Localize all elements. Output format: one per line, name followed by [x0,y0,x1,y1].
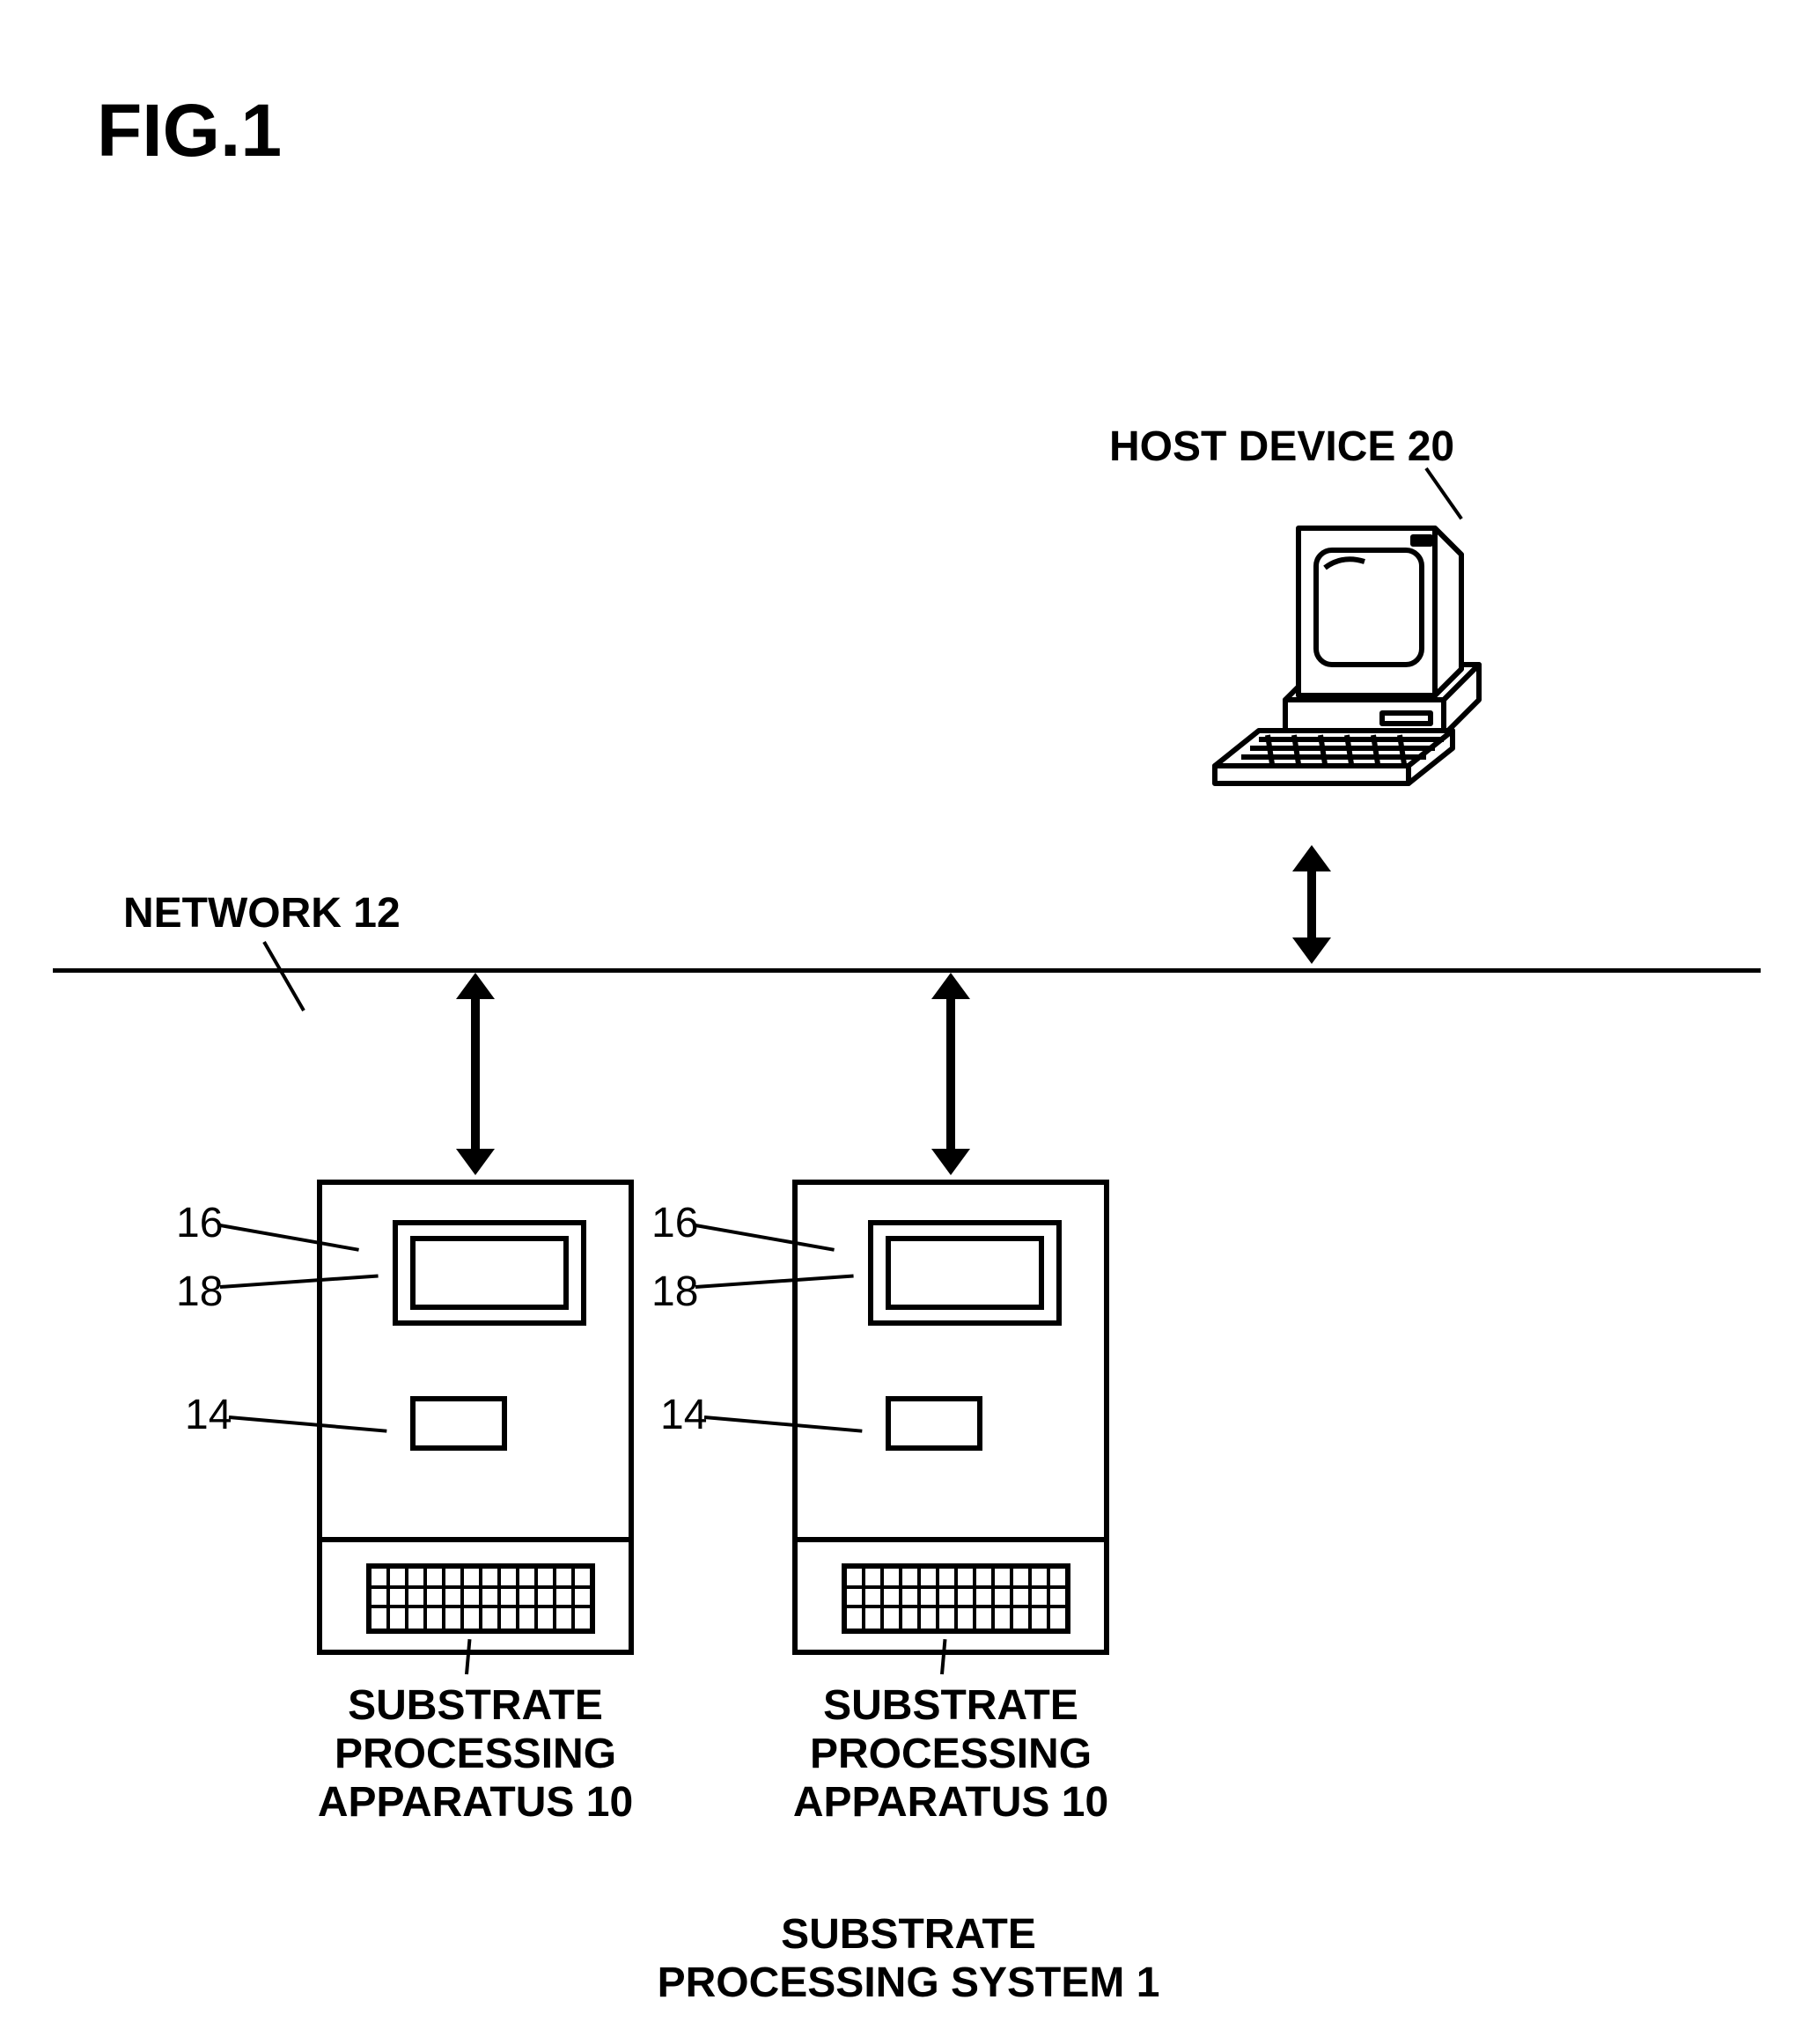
ref-screen_outer-3: 16 [651,1199,698,1247]
apparatus-1-small-box [886,1396,982,1451]
apparatus-arrow-1-head-down [931,1149,970,1175]
ref-screen_outer-0: 16 [176,1199,223,1247]
network-lead [262,941,305,1011]
apparatus-arrow-1-head-up [931,973,970,999]
apparatus-1-divider [792,1537,1109,1542]
host-label: HOST DEVICE 20 [1109,423,1454,471]
apparatus-1-keyboard [842,1563,1070,1634]
apparatus-arrow-0-head-up [456,973,495,999]
apparatus-label-0: SUBSTRATEPROCESSINGAPPARATUS 10 [282,1681,669,1827]
apparatus-0-keyboard [366,1563,595,1634]
apparatus-arrow-0-head-down [456,1149,495,1175]
apparatus-0-screen-inner [410,1236,569,1310]
network-label: NETWORK 12 [123,889,401,937]
apparatus-1-screen-inner [886,1236,1044,1310]
host-arrow-head-up [1292,845,1331,871]
apparatus-0-small-box [410,1396,507,1451]
host-arrow-head-down [1292,937,1331,964]
apparatus-0 [317,1180,634,1655]
host-device-icon [1180,493,1514,827]
apparatus-1 [792,1180,1109,1655]
apparatus-arrow-0-shaft [471,997,480,1151]
network-line [53,968,1761,973]
apparatus-arrow-1-shaft [946,997,955,1151]
figure-title: FIG.1 [97,88,282,173]
apparatus-label-1: SUBSTRATEPROCESSINGAPPARATUS 10 [757,1681,1144,1827]
ref-screen_inner-1: 18 [176,1268,223,1316]
ref-small_box-2: 14 [185,1391,232,1439]
diagram-canvas: FIG.1 NETWORK 12 HOST DEVICE 20 16 18 14 16 18… [0,0,1817,2044]
ref-small_box-5: 14 [660,1391,707,1439]
host-arrow-shaft [1307,870,1316,939]
apparatus-0-divider [317,1537,634,1542]
ref-screen_inner-4: 18 [651,1268,698,1316]
system-label: SUBSTRATEPROCESSING SYSTEM 1 [556,1910,1261,2007]
